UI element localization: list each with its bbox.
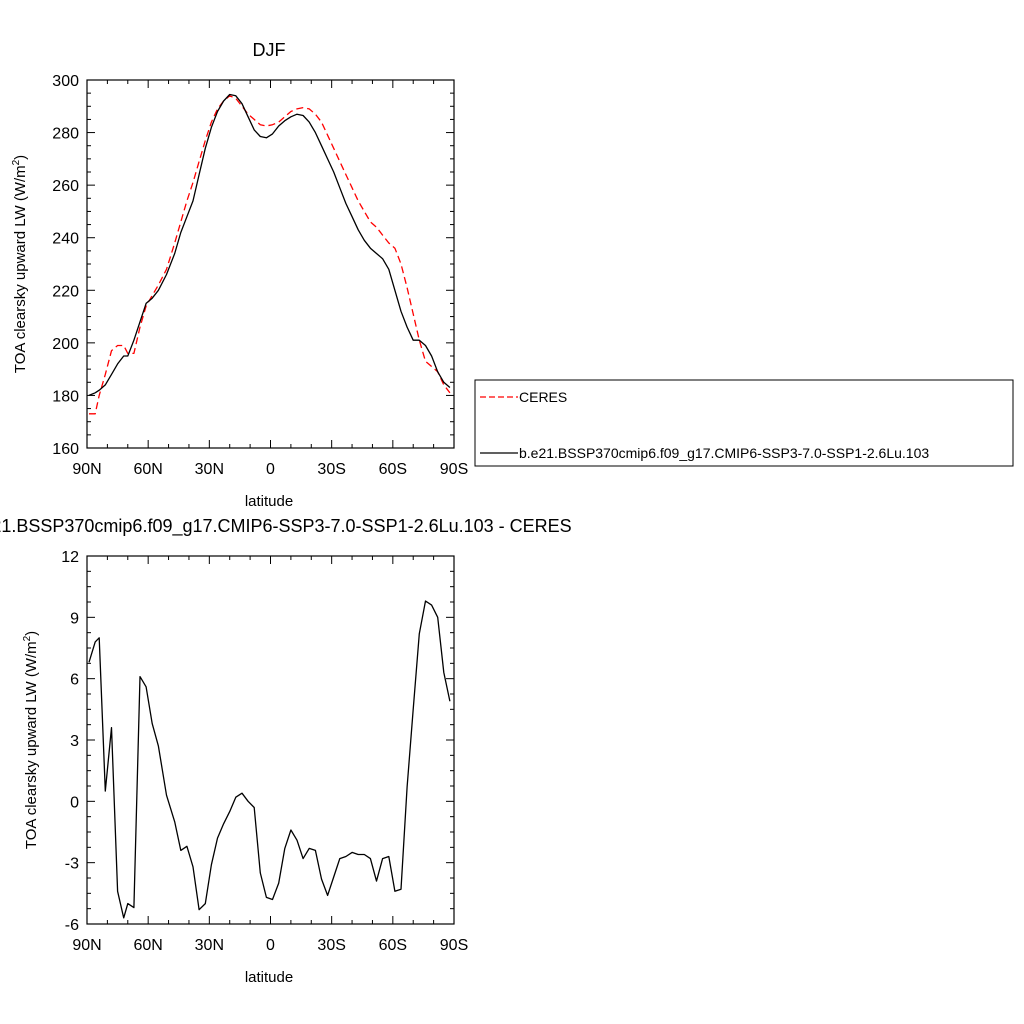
y-axis-label-close: ) [23,631,40,636]
y-tick-label: 180 [52,388,79,405]
y-axis-label-close: ) [12,155,29,160]
series-line-b-e21-bssp370cmip6-f09-g [88,93,451,396]
series-line-difference [88,600,451,919]
chart-title: DJF [253,40,286,60]
series-line-ceres [89,95,451,415]
legend: CERES b.e21.BSSP370cmip6.f09_g17.CMIP6-S… [474,379,1014,467]
x-tick-label: 0 [266,461,275,478]
bottom-chart: b.e21.BSSP370cmip6.f09_g17.CMIP6-SSP3-7.… [0,516,572,986]
y-tick-label: 6 [70,672,79,689]
y-tick-label: 280 [52,126,79,143]
y-tick-label: 200 [52,336,79,353]
y-axis-label-sup: 2 [22,635,33,641]
x-tick-label: 90S [440,937,468,954]
x-tick-label: 60S [379,937,407,954]
x-tick-label: 90N [72,937,101,954]
x-axis-label: latitude [245,493,293,510]
x-tick-label: 60N [133,937,162,954]
series-lines [88,600,451,919]
y-tick-label: 300 [52,73,79,90]
y-tick-label: 260 [52,178,79,195]
series-lines [88,93,451,415]
x-tick-label: 90S [440,461,468,478]
x-tick-label: 90N [72,461,101,478]
y-tick-label: 220 [52,283,79,300]
x-tick-label: 30S [317,461,345,478]
y-tick-label: 160 [52,441,79,458]
y-axis-label: TOA clearsky upward LW (W/m2) [22,631,40,849]
chart-title: b.e21.BSSP370cmip6.f09_g17.CMIP6-SSP3-7.… [0,516,572,537]
x-axis-label: latitude [245,969,293,986]
y-axis-label-text: TOA clearsky upward LW (W/m [23,641,40,849]
y-tick-label: 9 [70,610,79,627]
legend-box [474,379,1014,467]
legend-label-model: b.e21.BSSP370cmip6.f09_g17.CMIP6-SSP3-7.… [519,445,929,461]
y-tick-label: 240 [52,231,79,248]
x-tick-label: 30N [195,461,224,478]
y-axis-label: TOA clearsky upward LW (W/m2) [11,155,29,373]
y-axis-label-sup: 2 [11,159,22,165]
top-chart: DJF 90N 60N 30N 0 30S 60S 90S 160 180 200 220 240 26… [11,40,1014,510]
y-tick-label: -6 [65,917,79,934]
x-tick-label: 60S [379,461,407,478]
y-tick-label: -3 [65,856,79,873]
x-tick-label: 30N [195,937,224,954]
axis-ticks: 90N 60N 30N 0 30S 60S 90S 160 180 200 220 240 260 280… [52,73,468,478]
y-tick-label: 12 [61,549,79,566]
y-axis-label-text: TOA clearsky upward LW (W/m [12,165,29,373]
legend-label-ceres: CERES [519,389,567,405]
axis-ticks: 90N 60N 30N 0 30S 60S 90S -6 -3 0 3 6 9 12 [61,549,468,954]
y-tick-label: 3 [70,733,79,750]
x-tick-label: 60N [133,461,162,478]
y-tick-label: 0 [70,794,79,811]
x-tick-label: 30S [317,937,345,954]
x-tick-label: 0 [266,937,275,954]
plot-frame [86,555,455,925]
